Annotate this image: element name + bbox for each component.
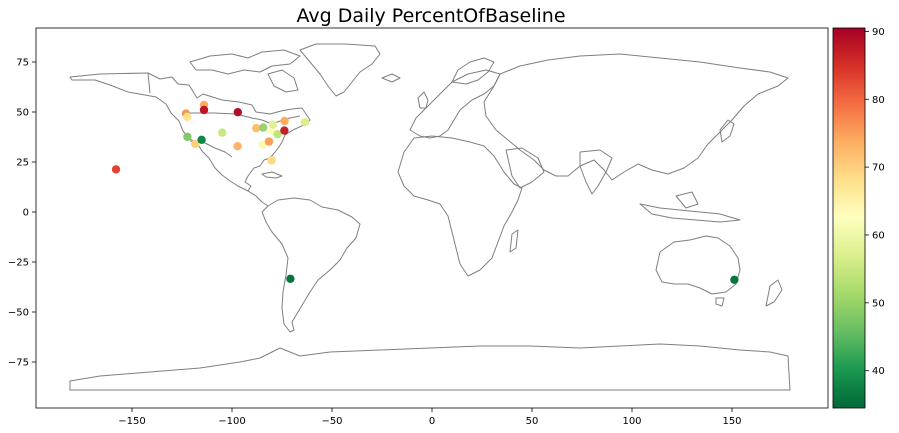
data-point — [267, 156, 276, 165]
land-japan — [719, 119, 735, 143]
land-asia — [483, 53, 789, 181]
colorbar-tick-label: 90 — [872, 27, 885, 38]
land-iceland — [381, 73, 401, 83]
data-point — [286, 274, 295, 283]
land-uk — [417, 91, 429, 109]
x-tick-label: 50 — [526, 416, 539, 427]
land-europe — [409, 69, 501, 139]
x-tick-label: −100 — [218, 416, 245, 427]
data-point — [280, 126, 289, 135]
data-point — [191, 139, 200, 149]
data-point — [233, 142, 242, 151]
map-axes-frame — [35, 27, 829, 409]
land-africa — [397, 135, 523, 277]
data-point — [730, 275, 739, 284]
land-madagascar — [509, 229, 519, 253]
land-scandinavia — [451, 57, 495, 85]
land-indonesia — [639, 203, 741, 223]
x-tick-label: 150 — [722, 416, 741, 427]
data-point — [264, 137, 274, 146]
y-tick-label: 50 — [16, 108, 29, 119]
x-tick-label: −150 — [118, 416, 145, 427]
data-point — [218, 128, 227, 137]
y-tick-label: −75 — [8, 358, 29, 369]
land-antarctica — [69, 343, 791, 391]
y-tick-label: 25 — [16, 158, 29, 169]
data-point — [183, 112, 192, 122]
land-australia — [655, 235, 741, 295]
data-point — [268, 120, 277, 129]
land-central-america — [247, 190, 269, 207]
land-south-america — [261, 197, 361, 333]
land-arabia — [505, 147, 545, 189]
x-axis-ticks: −150 −100 −50 0 50 100 150 — [118, 408, 742, 427]
land-borneo — [675, 191, 699, 209]
data-point — [233, 108, 242, 117]
colorbar-tick-label: 40 — [872, 366, 885, 377]
y-tick-label: −25 — [8, 258, 29, 269]
land-new-zealand — [765, 279, 783, 307]
data-point — [183, 132, 192, 141]
y-tick-label: −50 — [8, 308, 29, 319]
colorbar-tick-label: 70 — [872, 163, 885, 174]
data-point — [273, 130, 282, 139]
data-point — [300, 118, 309, 127]
land-cuba — [261, 171, 283, 179]
border-alaska — [147, 72, 151, 94]
colorbar-ticks: 40 50 60 70 80 90 — [865, 27, 885, 377]
data-point — [280, 116, 289, 126]
land-arctic-islands — [189, 49, 301, 75]
y-axis-ticks: 75 50 25 0 −25 −50 −75 — [8, 58, 36, 369]
land-tasmania — [715, 297, 725, 307]
data-point — [197, 135, 206, 144]
city-points — [111, 100, 739, 284]
colorbar-tick-label: 50 — [872, 298, 885, 309]
data-point — [199, 105, 209, 115]
colorbar-tick-label: 60 — [872, 230, 885, 241]
data-point — [259, 123, 268, 132]
land-north-america — [69, 72, 311, 192]
x-tick-label: −50 — [321, 416, 342, 427]
land-greenland — [299, 43, 381, 97]
land-india — [579, 149, 613, 195]
chart-title: Avg Daily PercentOfBaseline — [296, 5, 565, 27]
x-tick-label: 100 — [622, 416, 641, 427]
data-point — [111, 165, 121, 174]
land-baffin — [267, 69, 299, 93]
y-tick-label: 0 — [23, 208, 29, 219]
colorbar-tick-label: 80 — [872, 95, 885, 106]
world-basemap — [69, 43, 791, 391]
x-tick-label: 0 — [429, 416, 435, 427]
colorbar — [832, 27, 866, 409]
y-tick-label: 75 — [16, 58, 29, 69]
data-point — [252, 124, 261, 133]
